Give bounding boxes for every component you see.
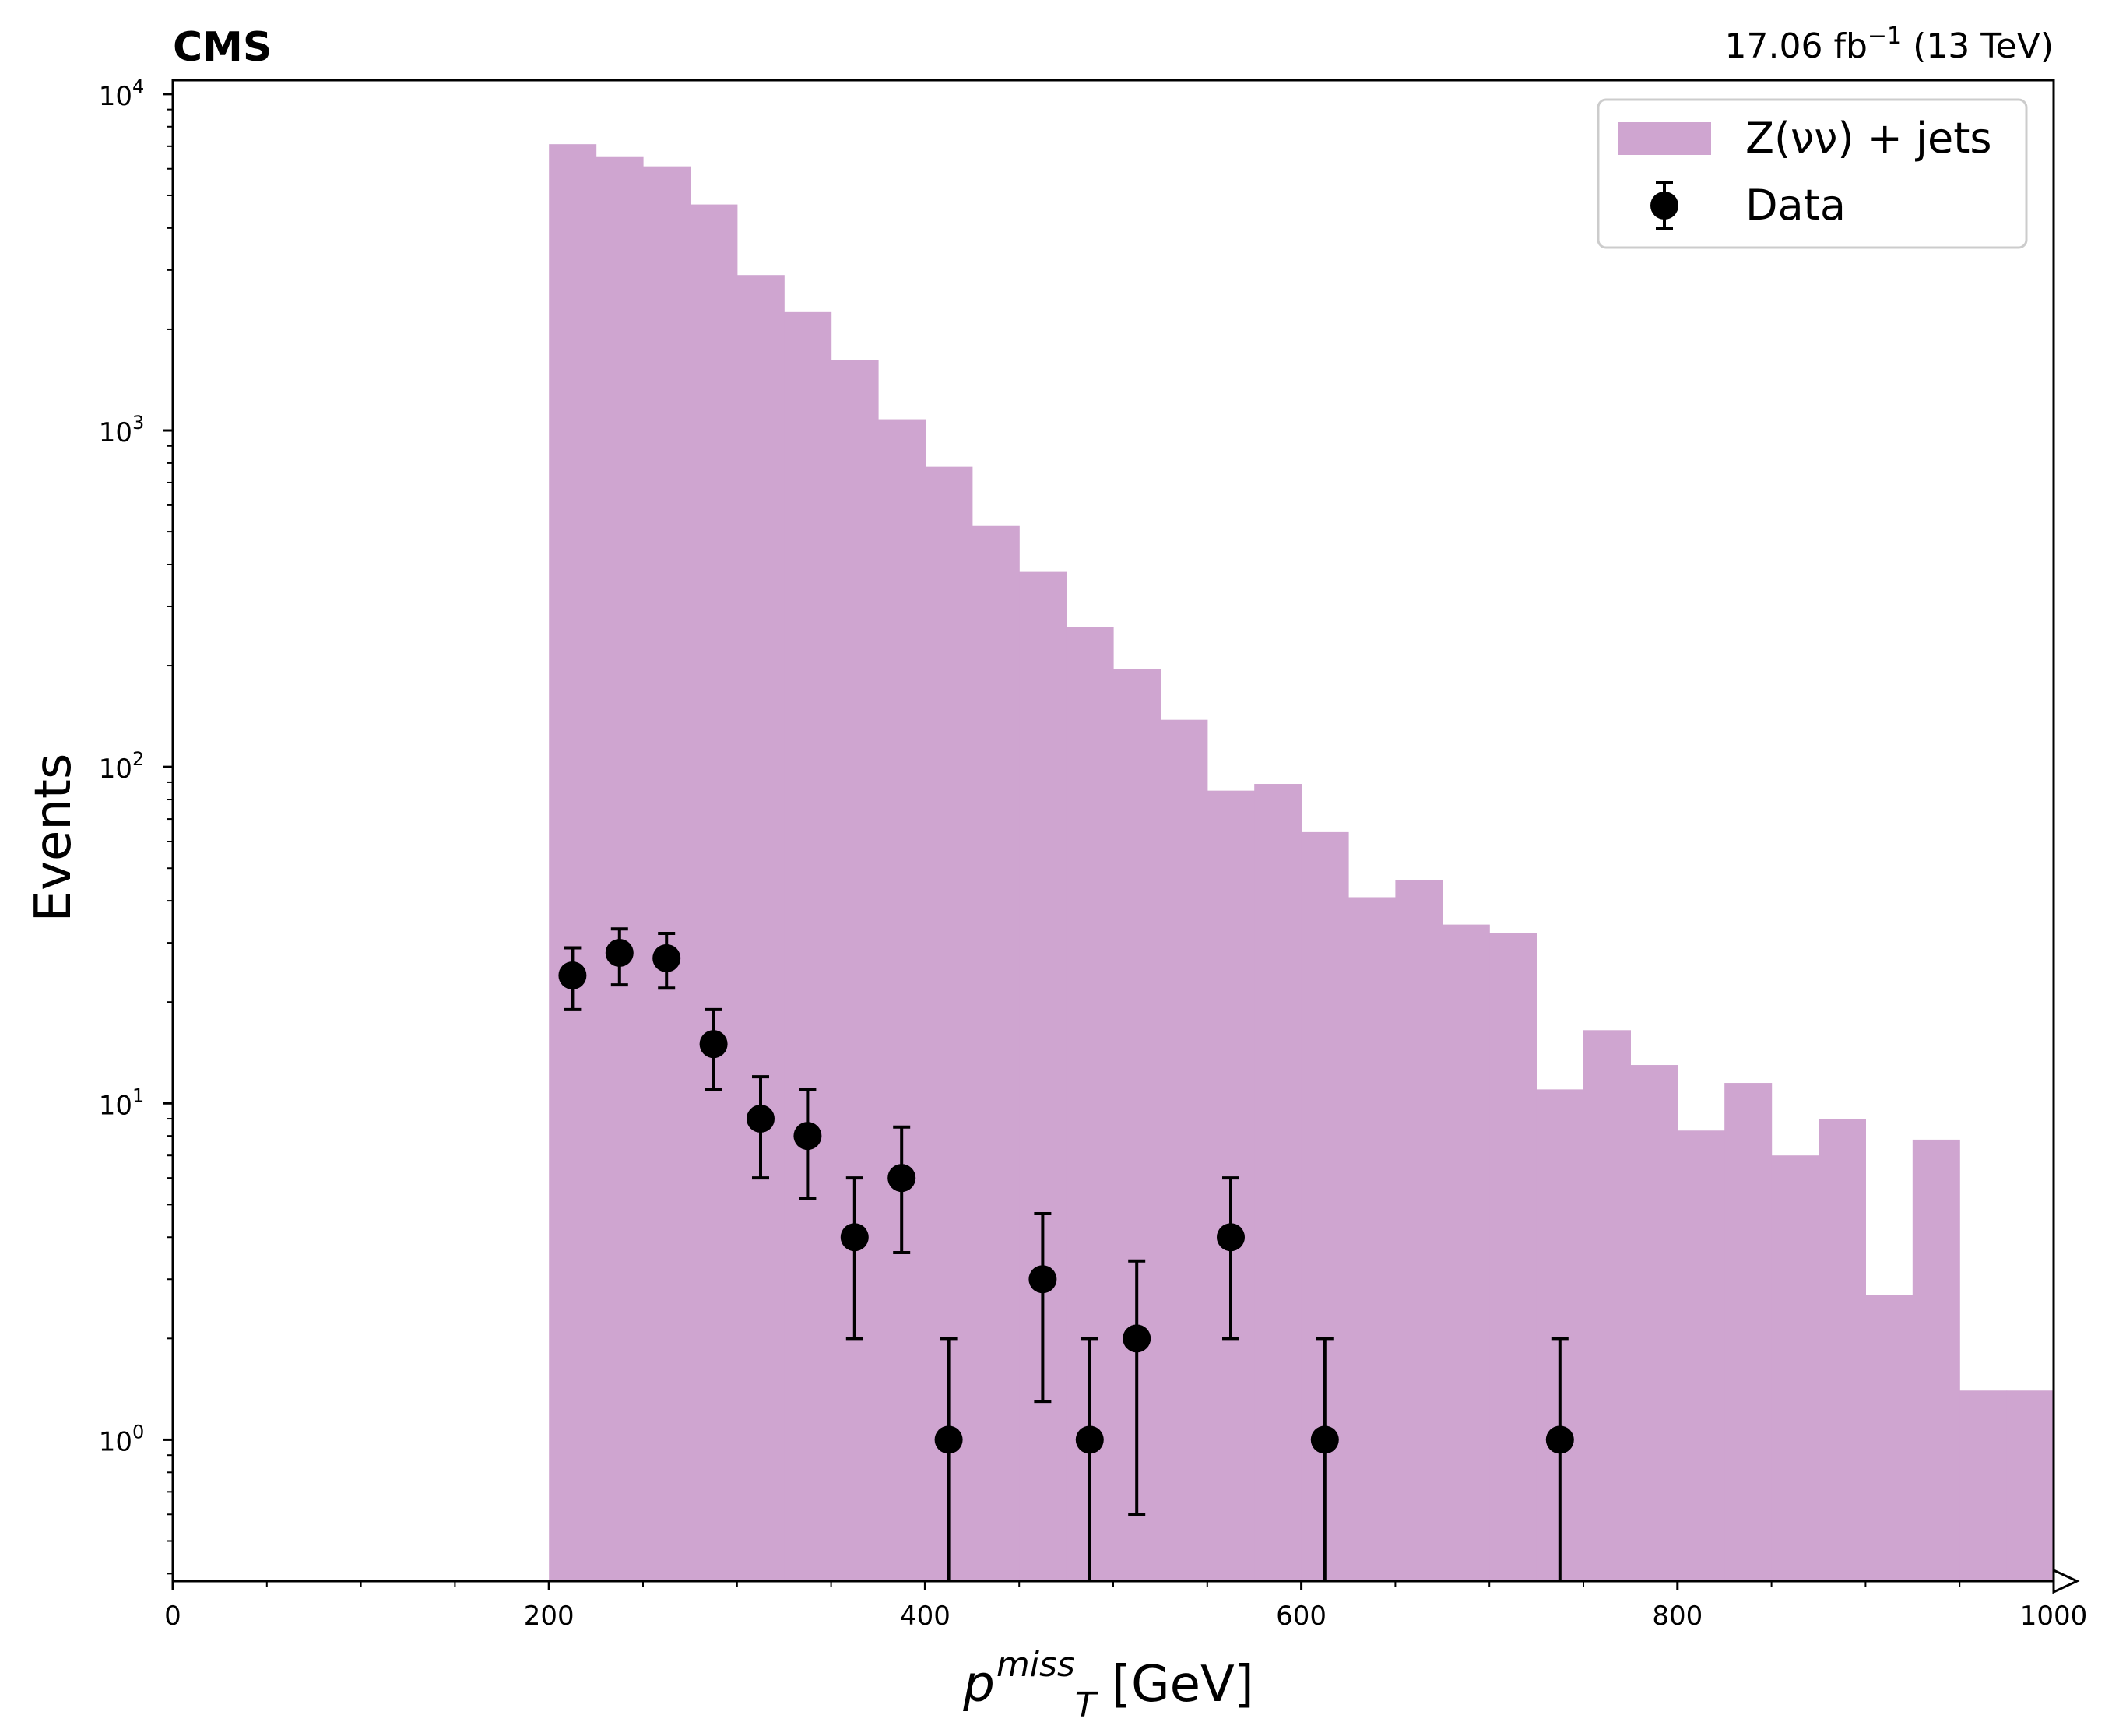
histogram-bar — [1912, 1139, 1960, 1581]
histogram-bar — [1630, 1065, 1678, 1581]
y-tick-label: 101 — [99, 1084, 145, 1121]
histogram-bar — [549, 144, 597, 1581]
x-tick-label: 1000 — [2020, 1601, 2088, 1632]
legend-histogram-label: Z(νν) + jets — [1745, 114, 1992, 163]
data-marker — [1217, 1223, 1245, 1252]
y-tick-base: 10 — [99, 754, 132, 785]
legend: Z(νν) + jets Data — [1597, 98, 2028, 249]
data-point — [1217, 1176, 1245, 1341]
lumi-label: 17.06 fb−1 (13 TeV) — [1725, 23, 2054, 66]
y-tick-label: 100 — [99, 1421, 145, 1457]
data-point — [1123, 1259, 1151, 1516]
x-tick-label: 400 — [900, 1601, 951, 1632]
histogram-bar — [596, 156, 644, 1581]
data-marker — [1123, 1324, 1151, 1353]
data-point — [934, 1337, 963, 1581]
histogram-bar — [690, 204, 738, 1582]
y-tick-label: 103 — [99, 412, 145, 448]
data-point — [1545, 1337, 1574, 1581]
y-tick-exponent: 1 — [132, 1084, 144, 1106]
histogram-bar — [1724, 1083, 1773, 1581]
data-point — [1028, 1211, 1057, 1404]
y-tick-base: 10 — [99, 81, 132, 112]
data-marker — [840, 1223, 869, 1252]
histogram-bar — [831, 360, 879, 1581]
x-tick-label: 0 — [164, 1601, 181, 1632]
histogram-bar — [1819, 1119, 1866, 1581]
data-marker — [887, 1164, 916, 1193]
y-tick-exponent: 0 — [132, 1421, 144, 1443]
histogram-bar — [736, 275, 785, 1581]
x-axis-ticks: 0 200 400 600 800 1000 — [164, 1581, 2087, 1632]
data-marker — [1545, 1425, 1574, 1454]
data-marker — [934, 1425, 963, 1454]
histogram-bar — [878, 419, 926, 1581]
histogram-bar — [1677, 1130, 1725, 1581]
data-point — [793, 1088, 822, 1201]
data-marker — [652, 944, 681, 972]
data-point — [1310, 1337, 1339, 1581]
data-point — [652, 931, 681, 990]
histogram-bar — [1395, 880, 1443, 1581]
histogram-bar — [784, 311, 832, 1582]
data-point — [699, 1007, 728, 1091]
lumi-value: 17.06 fb — [1725, 26, 1868, 66]
energy-label: (13 TeV) — [1902, 26, 2054, 66]
y-tick-exponent: 4 — [132, 76, 144, 97]
data-points — [558, 927, 1574, 1581]
x-axis-label-superscript: miss — [996, 1645, 1075, 1685]
data-marker — [793, 1122, 822, 1151]
data-marker — [605, 939, 634, 968]
legend-data-label: Data — [1745, 181, 1846, 230]
experiment-label: CMS — [173, 24, 272, 71]
data-marker — [1310, 1425, 1339, 1454]
histogram-bar — [1771, 1155, 1819, 1581]
histogram-bar — [1348, 897, 1396, 1581]
data-marker — [1028, 1265, 1057, 1294]
y-tick-base: 10 — [99, 1426, 132, 1457]
histogram-bar — [1959, 1390, 2008, 1581]
lumi-exponent: −1 — [1868, 23, 1902, 50]
x-axis-label-symbol: p — [962, 1656, 995, 1713]
histogram-bar — [1160, 719, 1208, 1581]
data-marker — [558, 961, 587, 989]
y-tick-exponent: 3 — [132, 412, 144, 434]
histogram-bar — [1254, 784, 1302, 1581]
y-tick-base: 10 — [99, 417, 132, 448]
x-axis-label-unit: [GeV] — [1096, 1656, 1254, 1713]
histogram-bar — [2006, 1390, 2054, 1581]
histogram-bar — [1442, 924, 1490, 1581]
data-point — [605, 927, 634, 987]
data-point — [1075, 1337, 1104, 1581]
histogram-bar — [1583, 1030, 1631, 1581]
data-marker — [1075, 1425, 1104, 1454]
histogram-bar — [1019, 571, 1067, 1582]
y-tick-label: 104 — [99, 76, 145, 112]
histogram-bar — [643, 166, 691, 1582]
y-axis-label: Events — [25, 754, 83, 922]
data-point — [840, 1176, 869, 1341]
x-axis-label-subscript: T — [1075, 1685, 1098, 1725]
data-point — [747, 1075, 775, 1180]
histogram-bar — [1865, 1295, 1913, 1581]
y-tick-base: 10 — [99, 1090, 132, 1121]
data-point — [558, 946, 587, 1011]
y-tick-label: 102 — [99, 748, 145, 785]
x-tick-label: 200 — [524, 1601, 575, 1632]
data-marker — [747, 1105, 775, 1133]
legend-histogram-swatch — [1618, 122, 1711, 155]
y-tick-exponent: 2 — [132, 748, 144, 770]
data-marker — [699, 1030, 728, 1059]
x-axis-label: pmissT [GeV] — [962, 1645, 1253, 1725]
data-point — [887, 1125, 916, 1255]
x-tick-label: 600 — [1276, 1601, 1327, 1632]
x-tick-label: 800 — [1652, 1601, 1703, 1632]
legend-data-marker — [1650, 181, 1678, 230]
histogram-bar — [972, 525, 1020, 1581]
histogram-bar — [1489, 933, 1537, 1581]
